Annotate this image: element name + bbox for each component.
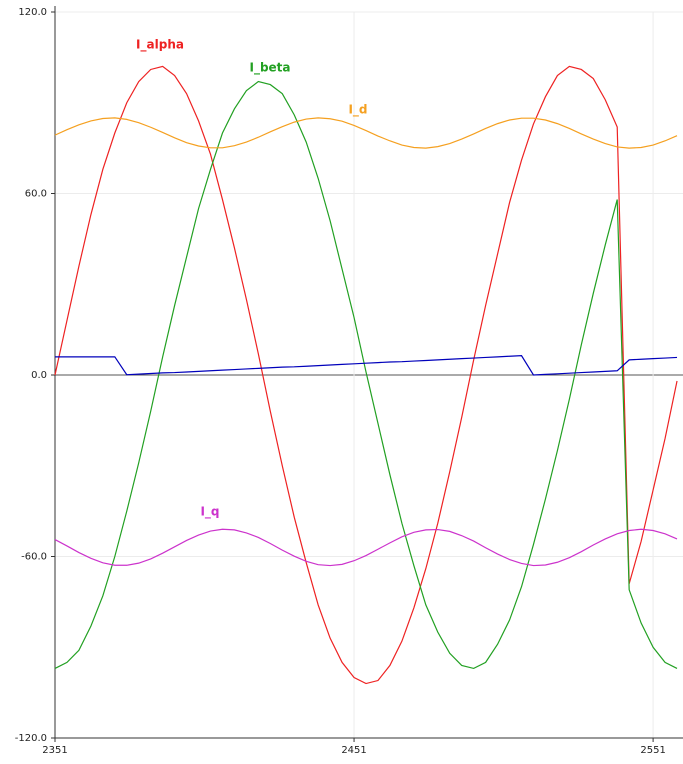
series-line	[54, 117, 678, 149]
y-tick-label: 0.0	[31, 370, 47, 381]
series-line	[54, 65, 678, 685]
series-label: I_d	[348, 103, 367, 118]
series-line	[54, 528, 678, 567]
x-tick-label: 2351	[42, 745, 67, 756]
x-tick-label: 2551	[640, 745, 665, 756]
y-tick-label: -60.0	[21, 552, 47, 563]
y-tick-label: 120.0	[18, 7, 47, 18]
series-line	[54, 80, 678, 670]
series-label: I_beta	[249, 61, 290, 76]
series-line	[55, 355, 678, 376]
y-tick-label: 60.0	[25, 189, 47, 200]
series-label: I_alpha	[136, 38, 184, 53]
x-tick-label: 2451	[341, 745, 366, 756]
series-label: I_q	[200, 505, 219, 520]
y-tick-label: -120.0	[15, 733, 47, 744]
